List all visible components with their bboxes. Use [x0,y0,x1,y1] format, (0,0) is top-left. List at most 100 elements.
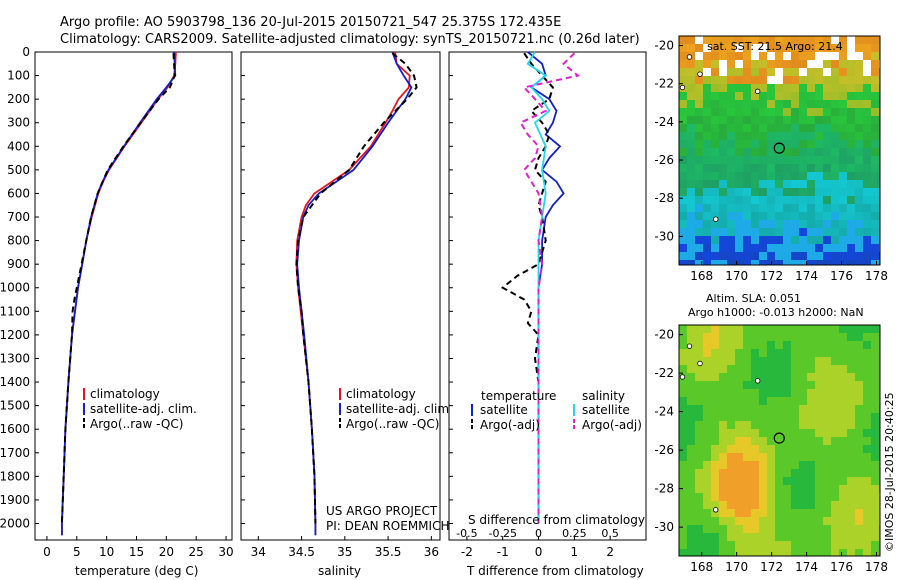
map-cell [815,485,824,494]
map-cell [855,493,864,502]
map-cell [839,124,848,133]
map-cell [719,357,728,366]
map-cell [703,541,712,550]
map-cell [751,84,760,93]
map-cell [831,477,840,486]
map-cell [679,453,688,462]
map-cell [767,461,776,470]
map-cell [815,132,824,141]
map-cell [687,389,696,398]
map-cell [863,36,872,45]
map-cell [767,252,776,261]
y-tick-label: 1300 [0,351,30,365]
map-cell [823,36,832,45]
map-cell [847,381,856,390]
map-cell [807,333,816,342]
map-cell [735,429,744,438]
map-cell [815,373,824,382]
map-cell [831,156,840,165]
map-cell [823,196,832,205]
map-cell [687,212,696,221]
map-cell [711,429,720,438]
map-cell [855,148,864,157]
map-cell [791,541,800,550]
map-cell [735,68,744,77]
map-cell [727,100,736,109]
map-cell [807,397,816,406]
map-cell [719,325,728,334]
map-cell [831,212,840,221]
map-cell [815,220,824,229]
island-marker [697,71,703,77]
map-cell [759,164,768,173]
map-cell [711,84,720,93]
map-cell [775,108,784,117]
series-line-black [60,53,176,524]
map-cell [871,212,880,221]
map-cell [759,132,768,141]
map-cell [799,389,808,398]
map-cell [791,421,800,430]
legend-label: Argo(-adj) [582,418,642,432]
map-y-tick-label: -28 [654,191,674,205]
map-cell [871,76,880,85]
map-cell [767,525,776,534]
map-cell [863,196,872,205]
map-cell [783,357,792,366]
map-cell [871,461,880,470]
y-tick-label: 1600 [0,422,30,436]
map-cell [743,260,752,266]
map-cell [767,453,776,462]
map-cell [783,140,792,149]
map-cell [759,485,768,494]
map-cell [767,236,776,245]
map-cell [759,477,768,486]
map-cell [735,445,744,454]
map-cell [855,172,864,181]
map-cell [775,397,784,406]
map-cell [703,180,712,189]
map-cell [855,60,864,69]
map-cell [815,244,824,253]
map-cell [839,445,848,454]
legend-label: Argo(..raw -QC) [90,417,183,431]
map-cell [695,453,704,462]
map-cell [839,156,848,165]
map-cell [815,36,824,45]
map-cell [759,100,768,109]
map-cells [679,36,881,266]
map-cell [831,325,840,334]
map-cell [799,84,808,93]
map-cell [695,437,704,446]
map-cell [863,437,872,446]
map-cell [791,405,800,414]
map-cell [711,373,720,382]
map-cell [783,236,792,245]
map-cell [831,68,840,77]
map-cell [743,188,752,197]
map-cell [735,156,744,165]
map-cell [783,148,792,157]
map-cell [751,68,760,77]
map-cell [727,148,736,157]
map-cell [695,60,704,69]
map-cell [791,509,800,518]
map-cell [823,373,832,382]
map-cell [735,244,744,253]
map-cell [823,212,832,221]
map-cell [871,172,880,181]
map-cell [823,461,832,470]
map-cell [703,549,712,557]
map-cell [823,68,832,77]
map-cell [799,469,808,478]
map-cell [743,373,752,382]
map-cell [719,429,728,438]
map-cell [695,421,704,430]
map-cell [743,204,752,213]
map-cell [759,333,768,342]
map-cell [831,52,840,61]
map-cell [839,36,848,45]
map-cell [863,469,872,478]
map-cell [759,549,768,557]
map-cell [751,453,760,462]
